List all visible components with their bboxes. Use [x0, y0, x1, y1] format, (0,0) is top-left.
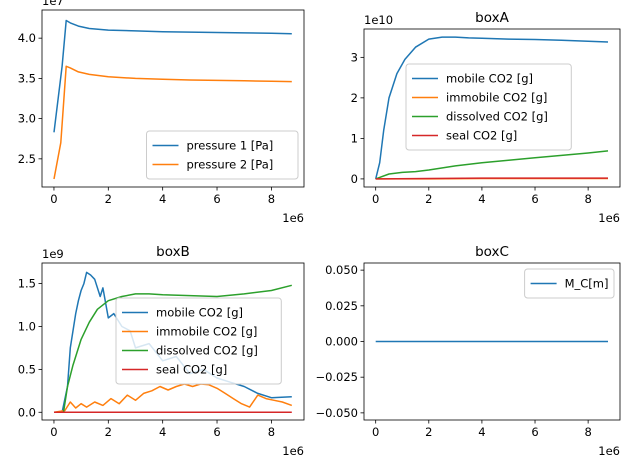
legend: M_C[m]: [524, 268, 615, 299]
legend-label: seal CO2 [g]: [156, 363, 227, 377]
legend-box: [405, 63, 572, 151]
y-offset-label: 1e10: [364, 13, 393, 27]
x-tick-label: 8: [268, 192, 275, 206]
legend-label: seal CO2 [g]: [446, 129, 517, 143]
y-tick-label: 3.5: [18, 71, 36, 85]
x-offset-label: 1e6: [282, 211, 304, 225]
series-line-4: [375, 177, 608, 180]
series-line-1: [374, 36, 609, 180]
y-tick-label: 0.0: [18, 405, 36, 419]
legend-box: [524, 268, 615, 299]
legend-label: M_C[m]: [565, 277, 609, 291]
legend: mobile CO2 [g] immobile CO2 [g] dissolved …: [405, 63, 572, 151]
x-offset-label: 1e6: [282, 444, 304, 458]
x-tick-label: 0: [50, 425, 57, 439]
x-tick-label: 6: [531, 192, 538, 206]
y-tick-label: 1: [351, 131, 358, 145]
y-tick-label: 0.5: [18, 362, 36, 376]
legend-label: immobile CO2 [g]: [156, 325, 257, 339]
y-tick-label: −0.050: [315, 406, 358, 420]
series-line-3: [375, 150, 609, 180]
axes-frame: [41, 9, 305, 188]
x-tick-label: 4: [478, 425, 485, 439]
y-tick-label: 4.0: [18, 31, 36, 45]
axes-frame: [363, 28, 621, 188]
x-tick-label: 2: [105, 192, 112, 206]
series-line-2: [53, 65, 292, 180]
chart-title: boxB: [156, 244, 190, 260]
x-tick-label: 6: [213, 192, 220, 206]
x-tick-label: 0: [372, 425, 379, 439]
x-tick-label: 6: [213, 425, 220, 439]
y-tick-label: 0: [351, 172, 358, 186]
x-tick-label: 2: [105, 425, 112, 439]
legend-label: immobile CO2 [g]: [446, 91, 547, 105]
legend-label: pressure 2 [Pa]: [187, 158, 274, 172]
x-tick-label: 4: [159, 192, 166, 206]
axes-frame: [41, 262, 305, 421]
legend-label: dissolved CO2 [g]: [446, 110, 548, 124]
series-line-3: [54, 284, 292, 414]
x-tick-label: 4: [159, 425, 166, 439]
y-tick-label: 2: [351, 91, 358, 105]
x-tick-label: 0: [372, 192, 379, 206]
series-line-2: [53, 383, 293, 414]
y-tick-label: 3.0: [18, 112, 36, 126]
legend-box: [115, 297, 282, 385]
y-offset-label: 1e7: [42, 0, 64, 8]
chart-title: boxC: [475, 244, 509, 260]
y-tick-label: 2.5: [18, 152, 36, 166]
y-tick-label: 1.5: [18, 277, 36, 291]
y-tick-label: 0.050: [325, 263, 358, 277]
legend-label: dissolved CO2 [g]: [156, 344, 258, 358]
legend-label: mobile CO2 [g]: [446, 72, 533, 86]
x-tick-label: 2: [425, 192, 432, 206]
chart-panel-2: 0 2 4 6 8 0 1 2 3 1e6 1e10 boxA mobile CO2 [g] immobi…: [351, 10, 621, 225]
x-offset-label: 1e6: [598, 444, 620, 458]
legend-label: mobile CO2 [g]: [156, 306, 243, 320]
legend: mobile CO2 [g] immobile CO2 [g] dissolved …: [115, 297, 282, 385]
x-tick-label: 8: [584, 192, 591, 206]
series-line-1: [53, 19, 292, 133]
x-tick-label: 2: [425, 425, 432, 439]
legend: pressure 1 [Pa] pressure 2 [Pa]: [146, 130, 299, 180]
chart-title: boxA: [475, 10, 509, 26]
x-tick-label: 6: [531, 425, 538, 439]
y-offset-label: 1e9: [42, 247, 64, 261]
y-tick-label: 1.0: [18, 319, 36, 333]
x-tick-label: 0: [50, 192, 57, 206]
chart-panel-3: 0 2 4 6 8 0.0 0.5 1.0 1.5 1e6 1e9 boxB mobile CO2 [g…: [18, 244, 305, 458]
y-tick-label: −0.025: [315, 370, 358, 384]
chart-panel-4: 0 2 4 6 8 −0.050 −0.025 0.000 0.025 0.050 1e6 boxC M…: [315, 244, 621, 458]
y-tick-label: 3: [351, 50, 358, 64]
x-tick-label: 8: [584, 425, 591, 439]
x-offset-label: 1e6: [598, 211, 620, 225]
y-tick-label: 0.000: [325, 335, 358, 349]
legend-label: pressure 1 [Pa]: [187, 139, 274, 153]
x-tick-label: 8: [268, 425, 275, 439]
legend-box: [146, 130, 299, 180]
y-tick-label: 0.025: [325, 299, 358, 313]
x-tick-label: 4: [478, 192, 485, 206]
